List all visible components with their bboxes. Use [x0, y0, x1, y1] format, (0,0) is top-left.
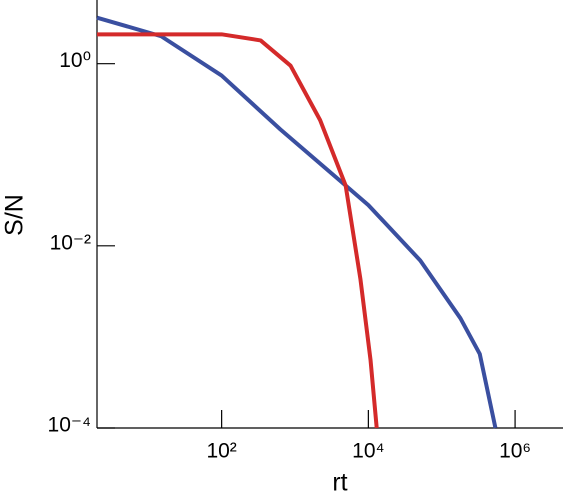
x-axis-label: rt — [332, 469, 347, 496]
x-tick-label: 10² — [206, 440, 236, 463]
series-line — [96, 15, 498, 429]
y-axis-label: S/N — [1, 194, 29, 236]
y-tick-label: 10⁰ — [59, 49, 91, 72]
y-tick-label: 10⁻⁴ — [48, 414, 91, 437]
x-tick-label: 10⁴ — [352, 440, 384, 463]
x-tick-label: 10⁶ — [499, 440, 531, 463]
series-line — [97, 32, 379, 429]
y-tick-label: 10⁻² — [50, 231, 91, 254]
